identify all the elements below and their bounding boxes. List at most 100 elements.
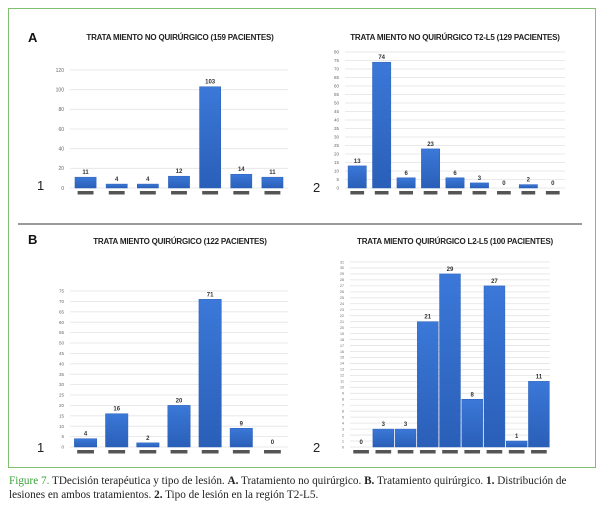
chart-title-a1: TRATA MIENTO NO QUIRÚRGICO (159 PACIENTE… <box>86 33 274 42</box>
category-marker <box>170 450 188 454</box>
y-tick-label: 60 <box>334 84 340 89</box>
y-tick-label: 16 <box>340 350 344 354</box>
bar <box>394 428 417 448</box>
data-label: 11 <box>269 170 276 176</box>
category-marker <box>486 450 503 454</box>
caption-text: Distribución de lesiones en ambos tratam… <box>9 475 567 501</box>
category-marker <box>423 191 438 195</box>
category-marker <box>442 450 458 454</box>
category-marker <box>108 191 125 195</box>
y-tick-label: 15 <box>59 413 65 418</box>
bar <box>421 148 440 189</box>
bar <box>137 183 159 189</box>
bar <box>74 438 98 448</box>
y-tick-label: 25 <box>334 143 340 148</box>
data-label: 4 <box>115 177 119 183</box>
data-label: 13 <box>354 159 361 165</box>
data-label: 4 <box>146 177 150 183</box>
y-tick-label: 55 <box>334 92 340 97</box>
category-marker <box>508 450 525 454</box>
bar <box>230 173 253 189</box>
panel-divider <box>18 223 582 225</box>
bar <box>74 176 97 189</box>
caption-text: Tipo de lesión en la región T2-L5. <box>162 489 319 501</box>
y-tick-label: 40 <box>334 118 340 123</box>
data-label: 0 <box>551 181 555 187</box>
data-label: 0 <box>502 181 506 187</box>
bar <box>261 176 284 189</box>
data-label: 4 <box>84 432 88 438</box>
data-label: 20 <box>176 398 183 404</box>
panel-label-b: B <box>28 232 38 247</box>
y-tick-label: 50 <box>59 341 65 346</box>
y-tick-label: 65 <box>59 309 65 314</box>
y-tick-label: 45 <box>59 351 65 356</box>
y-tick-label: 23 <box>340 308 344 312</box>
y-tick-label: 60 <box>59 320 65 325</box>
y-tick-label: 26 <box>340 290 344 294</box>
data-label: 3 <box>382 422 386 428</box>
data-label: 11 <box>536 374 543 380</box>
data-label: 3 <box>478 176 482 182</box>
caption-text: Tratamiento quirúrgico. <box>374 475 487 487</box>
data-label: 103 <box>205 80 216 86</box>
y-tick-label: 120 <box>56 68 65 74</box>
y-tick-label: 27 <box>340 284 344 288</box>
y-tick-label: 30 <box>334 135 340 140</box>
category-marker <box>497 191 511 195</box>
y-tick-label: 12 <box>340 374 344 378</box>
y-tick-label: 4 <box>342 421 344 425</box>
y-tick-label: 0 <box>61 445 64 450</box>
category-marker <box>77 450 94 454</box>
y-tick-label: 70 <box>334 67 340 72</box>
category-marker <box>232 450 250 454</box>
y-tick-label: 6 <box>342 409 344 413</box>
category-marker <box>350 191 365 195</box>
data-label: 0 <box>359 440 363 446</box>
data-label: 3 <box>404 422 408 428</box>
y-tick-label: 40 <box>59 361 65 366</box>
bar <box>198 299 222 448</box>
data-label: 1 <box>515 434 519 440</box>
caption-figure-label: Figure 7. <box>9 475 50 487</box>
data-label: 12 <box>176 169 183 175</box>
bar <box>396 177 416 189</box>
category-marker <box>399 191 413 195</box>
category-marker <box>521 191 536 195</box>
y-tick-label: 13 <box>340 368 344 372</box>
y-tick-label: 25 <box>59 393 65 398</box>
category-marker <box>419 450 436 454</box>
chart-number-b2: 2 <box>313 440 321 455</box>
bar <box>372 61 392 189</box>
bar <box>199 86 221 189</box>
bar <box>445 177 465 189</box>
y-tick-label: 18 <box>340 338 344 342</box>
y-tick-label: 28 <box>340 278 344 282</box>
y-tick-label: 80 <box>334 50 340 55</box>
data-label: 29 <box>447 267 454 273</box>
data-label: 14 <box>238 167 245 173</box>
y-tick-label: 2 <box>342 433 344 437</box>
y-tick-label: 20 <box>334 152 340 157</box>
y-tick-label: 20 <box>59 403 65 408</box>
bar <box>229 428 253 448</box>
category-marker <box>233 191 250 195</box>
y-tick-label: 0 <box>342 445 344 449</box>
category-marker <box>448 191 462 195</box>
category-marker <box>77 191 94 195</box>
chart-title-b2: TRATA MIENTO QUIRÚRGICO L2-L5 (100 PACIE… <box>357 237 553 246</box>
bar <box>461 399 483 448</box>
y-tick-label: 0 <box>336 186 339 191</box>
bar <box>168 175 190 189</box>
category-marker <box>108 450 126 454</box>
bar <box>105 413 129 448</box>
figure-frame <box>8 8 596 468</box>
category-marker <box>264 191 281 195</box>
bar <box>505 440 528 448</box>
y-tick-label: 31 <box>340 260 344 264</box>
category-marker <box>545 191 560 195</box>
y-tick-label: 9 <box>342 392 344 396</box>
